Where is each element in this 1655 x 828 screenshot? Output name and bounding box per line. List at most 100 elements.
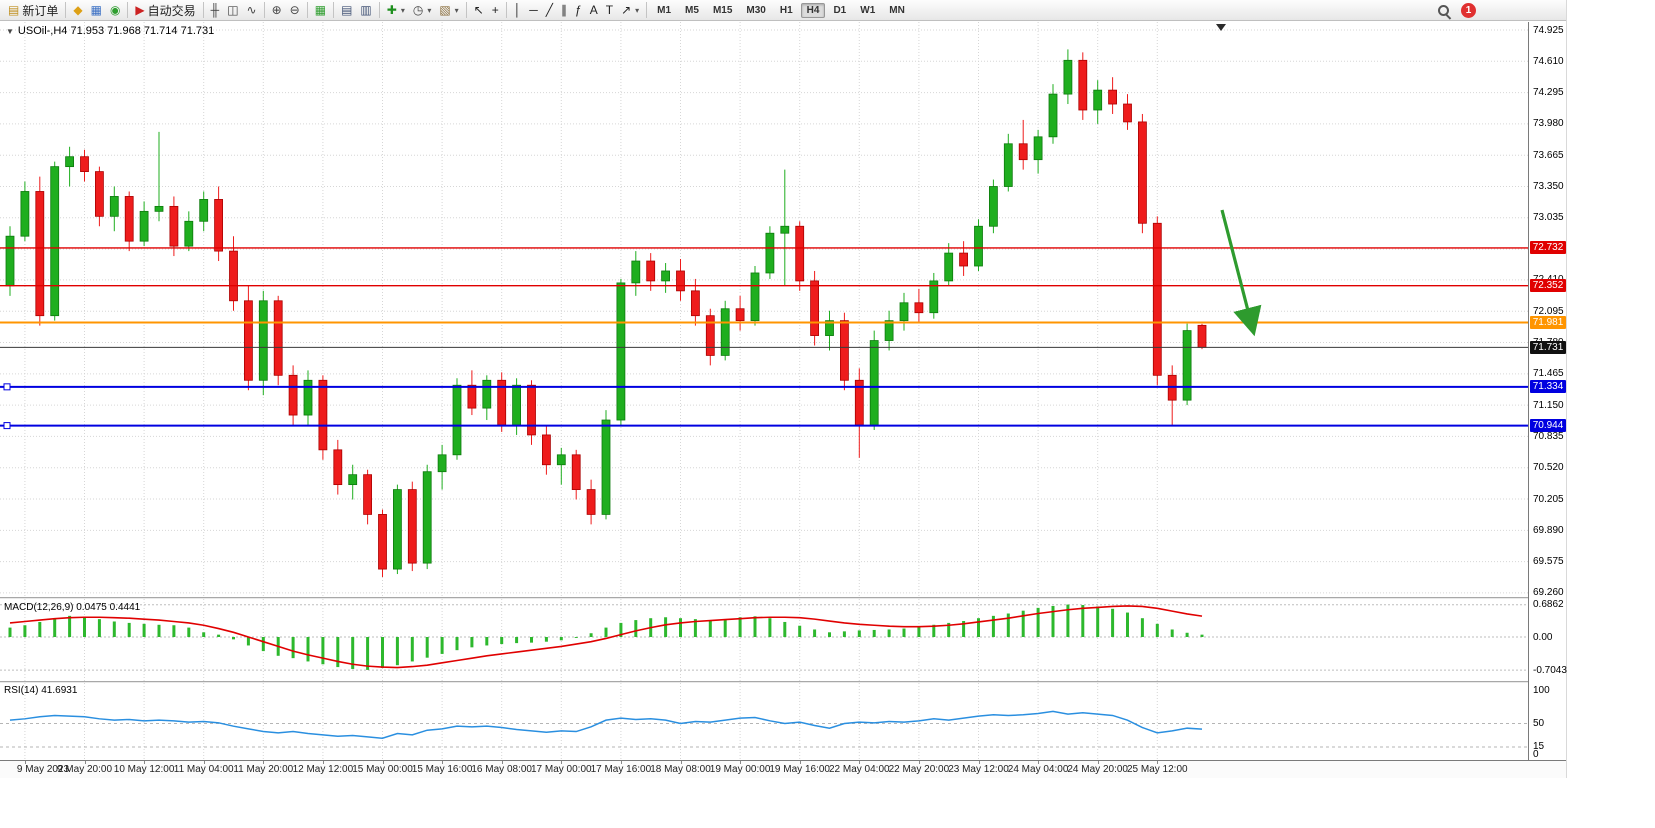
candle-down (810, 280, 819, 336)
new-order-button[interactable]: ▤ 新订单 (4, 1, 62, 20)
horizontal-line-icon[interactable]: ─ (525, 1, 542, 20)
chart-shift-marker[interactable] (1216, 24, 1226, 31)
rsi-axis-label: 15 (1533, 741, 1545, 753)
candle-down (840, 320, 849, 381)
trendline-icon[interactable]: ╱ (542, 1, 557, 20)
timeframe-mn-button[interactable]: MN (889, 4, 905, 16)
rsi-panel[interactable] (0, 683, 1528, 760)
indicators-icon[interactable]: ✚ ▾ (383, 1, 409, 20)
candle-up (184, 220, 194, 247)
timeframe-m15-button[interactable]: M15 (712, 4, 733, 16)
candle-up (1033, 136, 1043, 161)
macd-histogram-bar (589, 633, 593, 637)
macd-histogram-bar (1155, 623, 1159, 637)
arrow-annotation[interactable] (1220, 209, 1262, 337)
timeframe-w1-button[interactable]: W1 (860, 4, 876, 16)
macd-signal-line (9, 605, 1203, 669)
new-chart-icon: ◆ (73, 2, 83, 17)
macd-histogram-bar (768, 618, 772, 637)
candle-down (527, 384, 536, 436)
new-order-icon: ▤ (8, 2, 20, 17)
timeframe-h1-button[interactable]: H1 (779, 4, 793, 16)
periods-icon[interactable]: ◷ ▾ (409, 1, 436, 20)
macd-histogram-bar (127, 622, 131, 637)
candle-down (95, 171, 104, 217)
macd-histogram-bar (440, 637, 444, 654)
templates-icon[interactable]: ▧ ▾ (435, 1, 462, 20)
autotrading-button[interactable]: ▶ 自动交易 (131, 1, 199, 20)
notification-badge[interactable]: 1 (1461, 3, 1476, 18)
channel-icon[interactable]: ∥ (557, 1, 571, 20)
macd-histogram-bar (232, 637, 235, 640)
macd-histogram-bar (1051, 605, 1055, 637)
panel-splitter[interactable] (0, 681, 1566, 683)
macd-histogram-bar (187, 627, 191, 637)
candle-up (109, 196, 119, 217)
candle-up (50, 166, 60, 317)
candlestick-chart-icon[interactable]: ◫ (223, 1, 242, 20)
crosshair-icon[interactable]: + (488, 1, 503, 20)
zoom-in-icon[interactable]: ⊕ (268, 1, 286, 20)
candle-down (467, 384, 477, 409)
data-window-icon[interactable]: ▤ (337, 1, 356, 20)
macd-panel[interactable] (0, 599, 1528, 681)
time-axis[interactable]: 9 May 2023 9 May 20:00 10 May 12:00 11 May … (0, 760, 1566, 778)
new-chart-icon[interactable]: ◆ (69, 1, 86, 20)
time-tick-label: 15 May 00:00 (352, 764, 413, 775)
text-label-icon[interactable]: T (602, 1, 617, 20)
price-axis[interactable]: 74.925 74.610 74.295 73.980 73.665 73.350 73.0… (1528, 22, 1567, 760)
macd-histogram-bar (813, 629, 817, 637)
timeframe-m5-button[interactable]: M5 (685, 4, 699, 16)
navigator-icon[interactable]: ▥ (356, 1, 375, 20)
macd-histogram-bar (723, 619, 727, 637)
time-tick-label: 23 May 12:00 (948, 764, 1009, 775)
panel-splitter[interactable] (0, 597, 1566, 599)
price-badge-71.334: 71.334 (1530, 380, 1566, 394)
chart-window[interactable]: ▼ USOil-,H4 71.953 71.968 71.714 71.731 … (0, 22, 1567, 778)
text-label-icon: T (605, 2, 614, 17)
text-icon[interactable]: A (586, 1, 602, 20)
arrows-icon[interactable]: ↗ ▾ (617, 1, 643, 20)
macd-histogram-bar (1096, 606, 1100, 637)
tile-windows-icon[interactable]: ▦ (311, 1, 330, 20)
line-handle[interactable] (3, 383, 11, 391)
ohlc-bars-icon[interactable]: ╫ (207, 1, 224, 20)
price-tick-label: 72.095 (1533, 305, 1564, 317)
toolbar-separator (263, 2, 265, 18)
rsi-axis-label: 50 (1533, 718, 1545, 729)
line-handle[interactable] (3, 422, 11, 430)
profiles-icon[interactable]: ▦ (87, 1, 106, 20)
zoom-out-icon[interactable]: ⊖ (286, 1, 304, 20)
one-click-trading-toggle[interactable]: ▼ (6, 26, 14, 36)
candle-down (959, 252, 968, 267)
market-watch-icon[interactable]: ◉ (106, 1, 124, 20)
candle-up (750, 272, 760, 322)
time-tick-mark (740, 761, 742, 764)
candle-down (542, 434, 551, 466)
time-tick-label: 16 May 08:00 (471, 764, 532, 775)
cursor-icon[interactable]: ↖ (470, 1, 488, 20)
cursor-icon: ↖ (473, 2, 484, 17)
ohlc-bars-icon: ╫ (210, 2, 220, 17)
symbol-info: ▼ USOil-,H4 71.953 71.968 71.714 71.731 (6, 25, 214, 37)
macd-histogram-bar (932, 624, 936, 637)
candle-down (35, 191, 45, 317)
time-tick-label: 12 May 12:00 (292, 764, 354, 775)
time-tick-mark (24, 761, 26, 764)
time-tick-mark (263, 761, 265, 764)
candle-up (974, 225, 983, 267)
toolbar-separator (465, 2, 467, 18)
timeframe-m1-button[interactable]: M1 (657, 4, 672, 16)
fibonacci-icon[interactable]: ƒ (571, 1, 586, 20)
timeframe-m30-button[interactable]: M30 (746, 4, 766, 16)
indicators-icon: ✚ (386, 2, 397, 17)
timeframe-h4-button[interactable]: H4 (800, 2, 826, 18)
candle-down (691, 290, 700, 317)
vertical-line-icon[interactable]: │ (510, 1, 526, 20)
price-badge-71.731: 71.731 (1530, 340, 1566, 354)
search-icon[interactable] (1436, 3, 1452, 20)
timeframe-d1-button[interactable]: D1 (833, 4, 847, 16)
main-price-chart[interactable] (0, 22, 1528, 597)
trendline-icon: ╱ (545, 2, 554, 17)
line-chart-icon[interactable]: ∿ (243, 1, 261, 20)
